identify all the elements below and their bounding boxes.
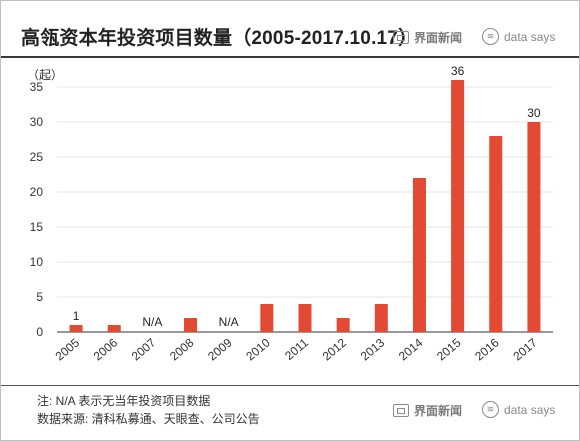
data-label: 36 (451, 64, 465, 78)
x-tick-label: 2010 (243, 335, 273, 363)
x-tick-label: 2005 (53, 335, 83, 363)
chart-title: 高瓴资本年投资项目数量（2005-2017.10.17） (21, 28, 418, 49)
x-tick-label: 2008 (167, 335, 197, 363)
bar (412, 178, 426, 332)
y-tick-label: 0 (36, 325, 43, 339)
jiemian-logo-icon (393, 404, 409, 417)
header-divider (1, 56, 579, 58)
bar (69, 325, 83, 332)
y-tick-label: 15 (30, 220, 44, 234)
bar (336, 318, 350, 332)
footer-note: 注: N/A 表示无当年投资项目数据 (37, 394, 211, 408)
x-tick-label: 2007 (129, 335, 159, 363)
data-label: N/A (142, 315, 162, 329)
data-label: N/A (219, 315, 239, 329)
x-tick-label: 2011 (282, 335, 311, 363)
datasays-logo-footer: ≋ data says (482, 401, 555, 418)
jiemian-logo-footer: 界面新闻 (393, 402, 462, 419)
y-tick-label: 20 (30, 185, 44, 199)
datasays-logo-icon: ≋ (482, 401, 499, 418)
bar (260, 304, 274, 332)
y-tick-label: 30 (30, 115, 44, 129)
bar-chart: （起） 0 5 10 15 20 25 30 35 1 2005 2006 N/A 2007 2008 N/A… (27, 64, 553, 363)
bar (184, 318, 198, 332)
jiemian-logo: 界面新闻 (393, 29, 462, 46)
bar (489, 136, 503, 332)
datasays-logo: ≋ data says (482, 28, 555, 45)
y-tick-label: 35 (30, 80, 44, 94)
y-axis-label: （起） (27, 68, 63, 82)
x-tick-label: 2006 (91, 335, 121, 363)
x-tick-label: 2014 (396, 335, 426, 363)
datasays-logo-text: data says (504, 402, 556, 417)
x-tick-label: 2017 (510, 335, 540, 363)
footer-divider (1, 385, 579, 386)
bar (451, 80, 465, 332)
bar (107, 325, 121, 332)
bar (527, 122, 541, 332)
jiemian-logo-text: 界面新闻 (414, 404, 463, 418)
footer-notes: 注: N/A 表示无当年投资项目数据 数据来源: 清科私募通、天眼查、公司公告 (37, 392, 260, 428)
datasays-logo-icon: ≋ (482, 28, 499, 45)
footer-source: 数据来源: 清科私募通、天眼查、公司公告 (37, 412, 260, 426)
data-label: 1 (73, 309, 80, 323)
y-tick-label: 5 (36, 290, 43, 304)
jiemian-logo-icon (393, 31, 409, 44)
jiemian-logo-text: 界面新闻 (414, 31, 463, 45)
y-tick-label: 10 (30, 255, 44, 269)
x-tick-label: 2013 (358, 335, 388, 363)
y-tick-label: 25 (30, 150, 44, 164)
x-tick-label: 2015 (434, 335, 464, 363)
x-tick-label: 2016 (472, 335, 502, 363)
bar (298, 304, 312, 332)
x-tick-label: 2009 (205, 335, 235, 363)
data-label: 30 (527, 106, 541, 120)
datasays-logo-text: data says (504, 29, 556, 44)
x-tick-label: 2012 (320, 335, 350, 363)
bar (374, 304, 388, 332)
